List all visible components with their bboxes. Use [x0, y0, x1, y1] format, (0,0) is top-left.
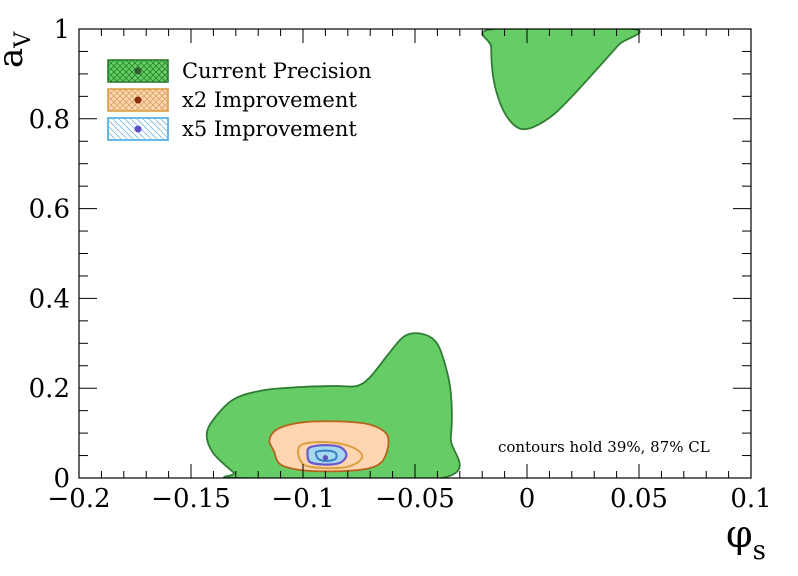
- x-tick-label: 0.1: [730, 484, 771, 514]
- y-tick-label: 0.8: [29, 105, 70, 135]
- x-tick-labels: −0.2 −0.15 −0.1 −0.05 0 0.05 0.1: [47, 484, 771, 514]
- legend-marker-x2: [134, 96, 142, 104]
- y-tick-label: 0: [53, 464, 70, 494]
- x-tick-label: −0.05: [375, 484, 455, 514]
- axis-ticks: [78, 28, 752, 479]
- x-tick-label: 0.05: [610, 484, 668, 514]
- x-tick-label: −0.15: [151, 484, 231, 514]
- x-axis-title: φs: [726, 512, 766, 566]
- x-tick-label: −0.1: [271, 484, 334, 514]
- confidence-level-annotation: contours hold 39%, 87% CL: [498, 438, 710, 456]
- legend-label-current: Current Precision: [182, 59, 371, 83]
- x-tick-label: 0: [519, 484, 536, 514]
- legend-marker-x5: [134, 125, 142, 133]
- y-tick-label: 0.4: [29, 284, 70, 314]
- y-axis-title: aV: [0, 31, 36, 68]
- legend-entry-x5-improvement: x5 Improvement: [107, 117, 357, 141]
- best-fit-marker-x5: [322, 455, 328, 461]
- legend-marker-current: [134, 67, 142, 75]
- y-tick-label: 1: [53, 15, 70, 45]
- contour-region-current-1: [481, 29, 641, 131]
- legend-label-x5: x5 Improvement: [182, 117, 357, 141]
- legend-label-x2: x2 Improvement: [182, 88, 357, 112]
- y-tick-label: 0.2: [29, 374, 70, 404]
- contour-inner-x2-0: [297, 441, 364, 470]
- x-tick-label: −0.2: [47, 484, 110, 514]
- best-fit-markers: [322, 455, 328, 461]
- contour-layer: [205, 29, 641, 478]
- legend-entry-x2-improvement: x2 Improvement: [107, 88, 357, 112]
- y-tick-label: 0.6: [29, 195, 70, 225]
- legend-entry-current-precision: Current Precision: [107, 59, 371, 83]
- legend: Current Precision x2 Improvement x5 Impr…: [107, 59, 371, 141]
- y-tick-labels: 0 0.2 0.4 0.6 0.8 1: [29, 15, 70, 494]
